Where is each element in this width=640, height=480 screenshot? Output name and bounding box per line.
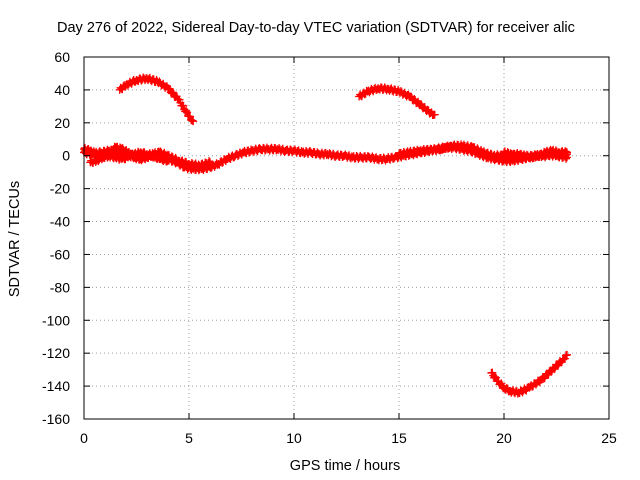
data-point-interp [550, 365, 559, 374]
axis-ticks [83, 56, 610, 420]
chart-title: Day 276 of 2022, Sidereal Day-to-day VTE… [57, 20, 575, 36]
y-tick-label: -100 [42, 312, 70, 328]
data-point-interp [183, 108, 192, 117]
x-tick-label: 25 [601, 430, 617, 446]
data-point [430, 110, 439, 119]
x-tick-label: 15 [391, 430, 407, 446]
data-point-interp [562, 147, 571, 156]
series-arc-1 [115, 73, 198, 126]
y-tick-label: 20 [54, 115, 70, 131]
grid [84, 57, 609, 419]
x-tick-label: 10 [286, 430, 302, 446]
series-arc-2 [355, 83, 439, 119]
data-point-interp [205, 157, 214, 166]
y-tick-label: -40 [50, 214, 70, 230]
data-point-interp [491, 372, 499, 381]
data-point-interp [181, 107, 190, 116]
data-point-interp [561, 152, 570, 161]
data-point [563, 350, 571, 359]
data-point [164, 156, 172, 165]
x-tick-label: 20 [496, 430, 512, 446]
tick-labels: 0 5 10 15 20 25 60 40 20 0 -20 -40 -60 -80 -100 -120 -14… [42, 49, 617, 446]
data-point-interp [186, 112, 195, 121]
data-point-interp [168, 88, 177, 97]
y-tick-label: -80 [50, 279, 70, 295]
y-tick-label: -60 [50, 246, 70, 262]
data-point-interp [182, 106, 191, 115]
data-point-interp [496, 380, 505, 389]
y-axis-label: SDTVAR / TECUs [7, 181, 23, 297]
y-tick-label: 0 [62, 148, 70, 164]
data-point-interp [179, 101, 188, 110]
data-point [189, 117, 198, 126]
data-point-interp [204, 159, 213, 168]
series-arc-3 [487, 350, 571, 398]
x-tick-label: 0 [80, 430, 88, 446]
x-tick-label: 5 [185, 430, 193, 446]
y-tick-label: -160 [42, 411, 70, 427]
series-baseline-third [86, 147, 571, 167]
y-tick-label: -120 [42, 345, 70, 361]
data-point [206, 158, 214, 167]
y-tick-label: 40 [54, 82, 70, 98]
data-point-interp [562, 154, 571, 163]
data-points [80, 73, 571, 398]
plot-frame [83, 56, 610, 420]
y-tick-label: -140 [42, 378, 70, 394]
data-point [563, 153, 571, 162]
y-tick-label: -20 [50, 181, 70, 197]
y-tick-label: 60 [54, 49, 70, 65]
x-axis-label: GPS time / hours [290, 458, 400, 474]
